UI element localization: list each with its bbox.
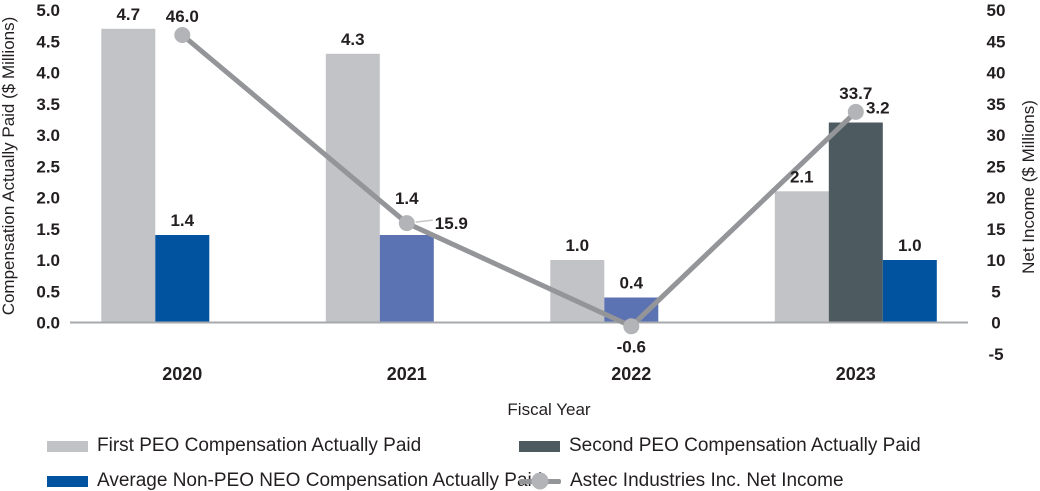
net-income-marker-2023 (847, 103, 864, 120)
right-axis-tick-label: 35 (987, 95, 1006, 114)
right-axis-tick-label: 20 (987, 189, 1006, 208)
right-axis-tick-label: 25 (987, 157, 1006, 176)
category-label-2023: 2023 (836, 364, 876, 384)
legend-label-second-peo: Second PEO Compensation Actually Paid (569, 435, 921, 456)
right-axis-tick-label: 50 (987, 1, 1006, 20)
left-axis-tick-label: 1.5 (36, 220, 60, 239)
legend-label-net-income: Astec Industries Inc. Net Income (570, 470, 844, 491)
legend-item-net-income: Astec Industries Inc. Net Income (519, 469, 844, 491)
line-value-label: 15.9 (435, 214, 468, 233)
bar-value-label: 1.4 (170, 211, 194, 230)
bar-value-label: 1.0 (898, 236, 922, 255)
right-axis-tick-label: 10 (987, 251, 1006, 270)
bar-value-label: 4.3 (341, 30, 365, 49)
net-income-marker-2021 (398, 215, 415, 232)
legend-line-marker-icon (519, 472, 561, 490)
line-value-label: 33.7 (839, 84, 872, 103)
left-axis-tick-label: 3.0 (36, 126, 60, 145)
bar-value-label: 1.0 (565, 236, 589, 255)
left-axis-tick-label: 3.5 (36, 95, 60, 114)
right-axis-tick-label: 0 (991, 314, 1000, 333)
bar-value-label: 4.7 (116, 5, 140, 24)
left-axis-tick-label: 2.5 (36, 157, 60, 176)
line-value-label: 46.0 (166, 7, 199, 26)
label-leader-line (415, 219, 433, 223)
left-axis-tick-label: 2.0 (36, 189, 60, 208)
right-axis-tick-label: 45 (987, 32, 1006, 51)
bar-avg-non-peo-neo-2023 (882, 260, 937, 323)
category-label-2022: 2022 (611, 364, 651, 384)
right-axis-tick-label: 5 (991, 282, 1000, 301)
left-axis-tick-label: 0.5 (36, 282, 60, 301)
bar-second-peo-2023 (828, 122, 883, 323)
net-income-marker-2022 (623, 318, 640, 335)
bar-first-peo-2020 (101, 28, 156, 323)
left-axis-tick-label: 0.0 (36, 314, 60, 333)
legend-swatch-avg-non-peo-neo (47, 475, 88, 487)
bar-avg-non-peo-neo-2021 (379, 235, 434, 323)
category-label-2021: 2021 (387, 364, 427, 384)
right-axis-tick-label: 30 (987, 126, 1006, 145)
legend-swatch-first-peo (47, 440, 88, 452)
right-axis-tick-label: 15 (987, 220, 1006, 239)
left-axis-tick-label: 4.5 (36, 32, 60, 51)
bar-value-label: 2.1 (790, 167, 814, 186)
left-axis-tick-label: 5.0 (36, 1, 60, 20)
category-label-2020: 2020 (162, 364, 202, 384)
bar-value-label: 0.4 (619, 274, 643, 293)
legend-item-first-peo: First PEO Compensation Actually Paid (47, 434, 421, 458)
left-axis-title: Compensation Actually Paid ($ Millions) (0, 16, 18, 316)
legend-label-first-peo: First PEO Compensation Actually Paid (97, 435, 422, 456)
bar-avg-non-peo-neo-2020 (155, 235, 210, 323)
left-axis-tick-label: 1.0 (36, 251, 60, 270)
x-axis-title: Fiscal Year (507, 400, 591, 419)
bar-value-label: 3.2 (866, 99, 890, 118)
net-income-line (180, 33, 858, 330)
bar-first-peo-2023 (774, 191, 829, 323)
left-axis-tick-label: 4.0 (36, 64, 60, 83)
legend-item-second-peo: Second PEO Compensation Actually Paid (519, 434, 921, 458)
bar-first-peo-2021 (325, 53, 380, 323)
right-axis-tick-label: -5 (988, 345, 1003, 364)
line-value-label: -0.6 (617, 337, 646, 356)
legend-line-dot-icon (531, 472, 549, 490)
legend-item-avg-non-peo-neo: Average Non-PEO NEO Compensation Actuall… (47, 469, 542, 491)
bar-value-label: 1.4 (395, 189, 419, 208)
right-axis-tick-label: 40 (987, 64, 1006, 83)
legend-label-avg-non-peo-neo: Average Non-PEO NEO Compensation Actuall… (97, 470, 543, 491)
right-axis-title: Net Income ($ Millions) (1019, 100, 1038, 274)
net-income-marker-2020 (174, 27, 191, 43)
legend-swatch-second-peo (519, 440, 560, 452)
